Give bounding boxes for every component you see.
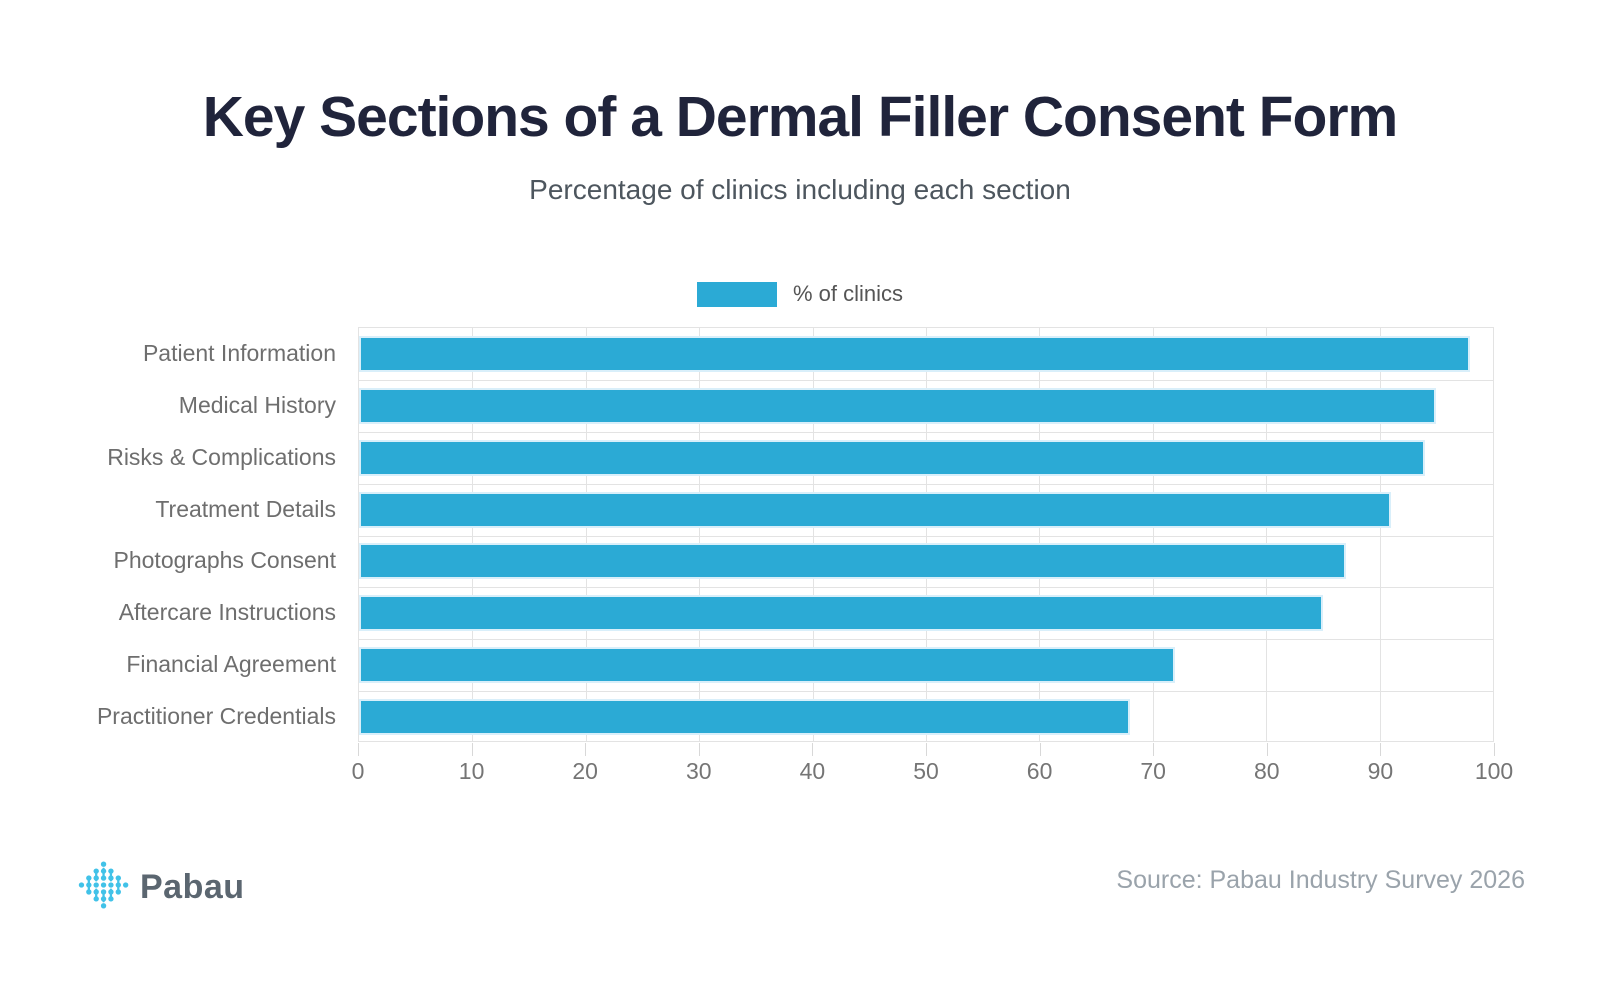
category-label: Treatment Details bbox=[155, 495, 336, 522]
tick-label: 30 bbox=[686, 758, 712, 784]
row-separator bbox=[359, 691, 1493, 693]
chart-legend: % of clinics bbox=[0, 281, 1600, 307]
tick-label: 40 bbox=[799, 758, 826, 784]
tick-label: 0 bbox=[351, 758, 365, 784]
tick-label: 10 bbox=[458, 758, 485, 784]
tick-label: 50 bbox=[913, 758, 939, 784]
brand-name: Pabau bbox=[140, 868, 245, 906]
category-label: Aftercare Instructions bbox=[118, 599, 336, 626]
page-subtitle: Percentage of clinics including each sec… bbox=[529, 174, 1071, 205]
gridline bbox=[585, 328, 587, 741]
tick-mark bbox=[471, 743, 473, 756]
gridline bbox=[1152, 328, 1154, 741]
row-separator bbox=[359, 483, 1493, 485]
tick-label: 80 bbox=[1254, 758, 1280, 784]
tick-mark bbox=[926, 743, 927, 756]
category-label: Patient Information bbox=[142, 339, 336, 366]
source-attribution: Source: Pabau Industry Survey 2026 bbox=[1116, 866, 1525, 894]
page-title: Key Sections of a Dermal Filler Consent … bbox=[202, 85, 1398, 149]
bar-photographs-consent bbox=[359, 543, 1346, 580]
tick-mark bbox=[812, 743, 814, 756]
tick-mark bbox=[1266, 743, 1268, 756]
gridline bbox=[1039, 328, 1041, 741]
tick-mark bbox=[698, 743, 700, 756]
row-separator bbox=[359, 535, 1493, 537]
bar-practitioner-credentials bbox=[359, 699, 1131, 736]
gridline bbox=[699, 328, 701, 741]
category-label: Photographs Consent bbox=[113, 547, 337, 574]
bar-treatment-details bbox=[359, 491, 1391, 528]
category-label: Risks & Complications bbox=[107, 443, 336, 470]
gridline bbox=[812, 328, 814, 741]
bar-medical-history bbox=[359, 387, 1437, 424]
bar-aftercare-instructions bbox=[359, 595, 1323, 632]
row-separator bbox=[359, 379, 1493, 381]
category-label: Practitioner Credentials bbox=[96, 703, 336, 730]
tick-label: 20 bbox=[572, 758, 598, 784]
gridline bbox=[472, 328, 474, 741]
brand-logo: Pabau bbox=[78, 860, 245, 915]
tick-mark bbox=[1153, 743, 1155, 756]
tick-mark bbox=[1380, 743, 1382, 756]
tick-label: 100 bbox=[1474, 758, 1514, 784]
row-separator bbox=[359, 431, 1493, 433]
category-label: Financial Agreement bbox=[126, 651, 336, 678]
tick-mark bbox=[585, 743, 587, 756]
pabau-logo-icon bbox=[78, 860, 130, 915]
bar-financial-agreement bbox=[359, 647, 1176, 684]
row-separator bbox=[359, 587, 1493, 589]
gridline bbox=[1379, 328, 1381, 741]
tick-label: 60 bbox=[1026, 758, 1053, 784]
tick-label: 70 bbox=[1140, 758, 1166, 784]
tick-mark bbox=[1039, 743, 1041, 756]
gridline bbox=[1266, 328, 1268, 741]
tick-mark bbox=[358, 743, 359, 756]
tick-label: 90 bbox=[1367, 758, 1394, 784]
tick-mark bbox=[1494, 743, 1495, 756]
legend-label: % of clinics bbox=[792, 281, 904, 306]
bar-patient-information bbox=[359, 335, 1471, 372]
category-label: Medical History bbox=[178, 391, 336, 418]
gridline bbox=[926, 328, 927, 741]
plot-area bbox=[358, 327, 1494, 742]
row-separator bbox=[359, 639, 1493, 641]
legend-swatch-icon bbox=[696, 281, 777, 307]
bar-risks-complications bbox=[359, 439, 1425, 476]
